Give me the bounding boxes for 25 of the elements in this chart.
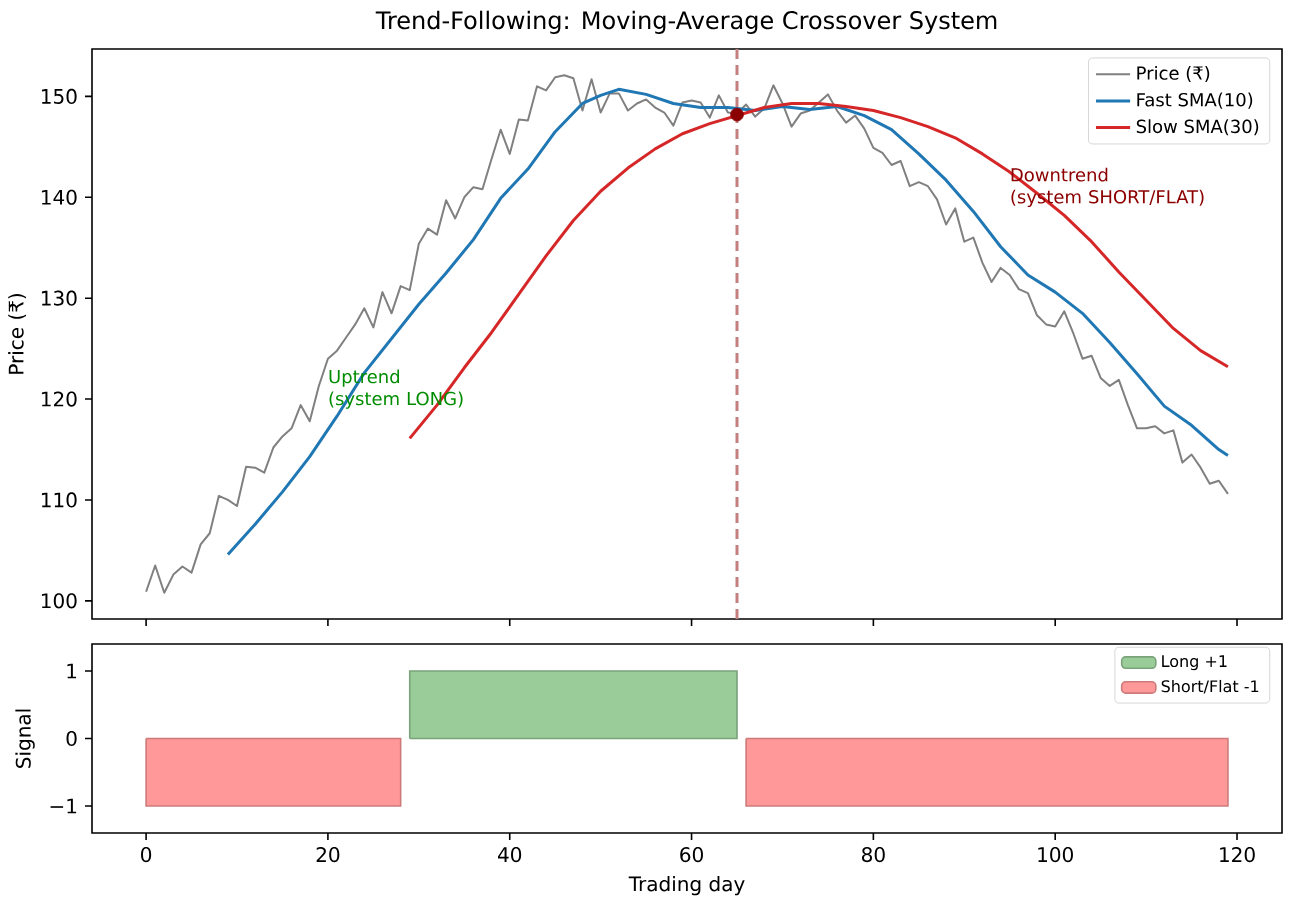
y-axis-title: Signal <box>15 709 35 768</box>
chart-title: Trend-Following: Moving-Average Crossover System <box>375 10 997 34</box>
x-tick-label: 60 <box>680 847 703 863</box>
x-tick-label: 40 <box>497 847 522 863</box>
y-axis-title: Price (₹) <box>8 293 27 374</box>
x-tick-label: 100 <box>1038 847 1073 863</box>
y-tick-label: 150 <box>41 88 77 104</box>
x-axis-title: Trading day <box>628 875 745 896</box>
y-tick-label: 1 <box>67 663 77 679</box>
y-tick-label: 100 <box>41 593 77 609</box>
y-tick-label: 120 <box>41 391 77 407</box>
y-tick-label: 110 <box>41 492 77 508</box>
y-tick-label: 140 <box>41 189 77 205</box>
y-tick-label: 0 <box>66 730 77 747</box>
x-tick-label: 20 <box>316 847 340 863</box>
legend-label: Short/Flat -1 <box>1161 679 1259 694</box>
x-tick-label: 0 <box>141 847 152 863</box>
legend-label: Fast SMA(10) <box>1137 92 1253 109</box>
x-tick-label: 80 <box>862 847 885 863</box>
legend-label: Slow SMA(30) <box>1136 119 1259 136</box>
y-tick-label: 130 <box>41 290 77 306</box>
legend-label: Long +1 <box>1162 655 1227 671</box>
legend-label: Price (₹) <box>1137 65 1210 82</box>
x-tick-label: 120 <box>1220 847 1255 863</box>
y-tick-label: −1 <box>50 798 77 814</box>
